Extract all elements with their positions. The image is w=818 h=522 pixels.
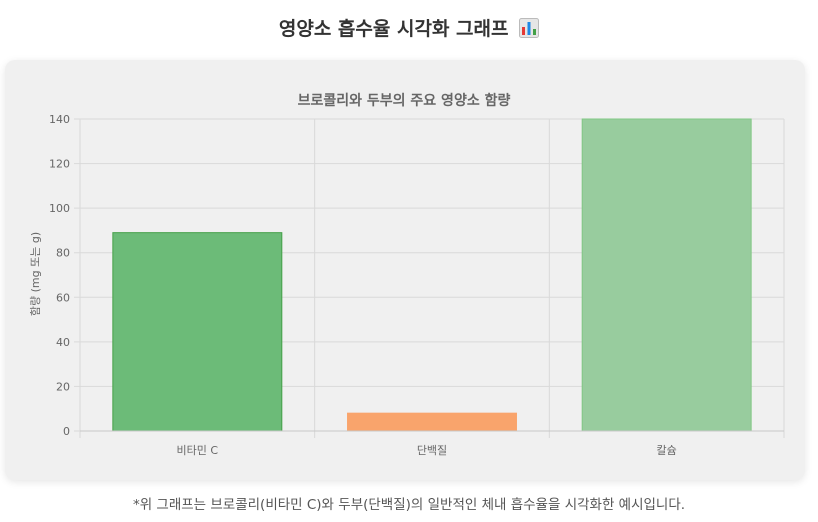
y-tick-label: 100 [49,202,70,215]
chart-title: 브로콜리와 두부의 주요 영양소 함량 [298,92,511,109]
y-tick-label: 40 [56,336,70,349]
axes-layer: 0 20 40 60 80 100 120 140 비타민 C 단백질 칼슘 [49,113,784,457]
y-tick-label: 80 [56,247,70,260]
y-tick-label: 0 [63,425,70,438]
y-tick-label: 60 [56,291,70,304]
x-tick-label: 비타민 C [177,444,219,457]
bar[interactable] [347,412,517,432]
bars-layer [112,118,752,432]
bar-chart-icon [519,18,540,43]
x-tick-label: 단백질 [417,444,447,457]
chart-card: 브로콜리와 두부의 주요 영양소 함량 함량 (mg 또는 g) 0 20 40 60… [5,60,805,480]
page-title-text: 영양소 흡수율 시각화 그래프 [278,18,509,40]
y-tick-label: 140 [49,113,70,126]
bar-chart: 브로콜리와 두부의 주요 영양소 함량 함량 (mg 또는 g) 0 20 40 60… [29,92,785,457]
bar[interactable] [112,232,283,432]
y-axis-label: 함량 (mg 또는 g) [29,232,42,316]
bar[interactable] [581,118,752,432]
footnote: *위 그래프는 브로콜리(비타민 C)와 두부(단백질)의 일반적인 체내 흡수… [132,497,686,513]
page-title: 영양소 흡수율 시각화 그래프 [0,14,818,43]
y-tick-label: 120 [49,158,70,171]
y-tick-label: 20 [56,380,70,393]
x-tick-label: 칼슘 [657,444,677,457]
